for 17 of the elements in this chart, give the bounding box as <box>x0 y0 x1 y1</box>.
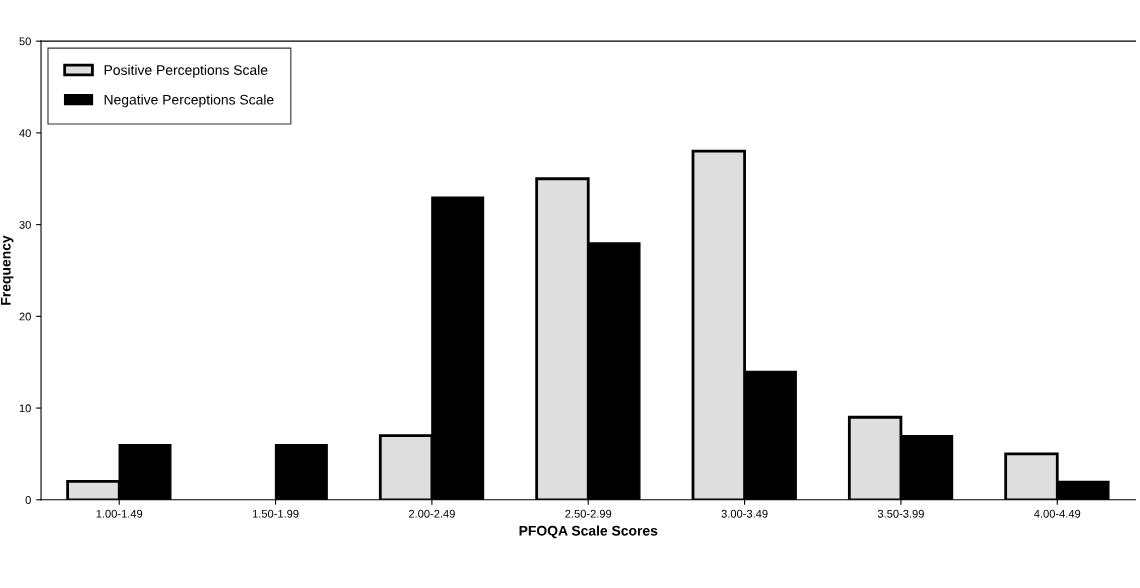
x-tick-label: 3.00-3.49 <box>721 509 768 518</box>
y-tick-label: 30 <box>19 220 31 229</box>
x-tick-label: 1.50-1.99 <box>252 509 299 518</box>
x-tick-label: 3.50-3.99 <box>877 509 924 518</box>
x-tick-label: 2.50-2.99 <box>565 509 612 518</box>
x-tick-label: 1.00-1.49 <box>96 509 143 518</box>
legend-label: Negative Perceptions Scale <box>104 94 274 108</box>
x-tick-label: 2.00-2.49 <box>408 509 455 518</box>
y-tick-label: 50 <box>19 37 31 46</box>
legend-label: Positive Perceptions Scale <box>104 64 268 78</box>
x-tick-label: 4.00-4.49 <box>1034 509 1081 518</box>
y-tick-label: 20 <box>19 312 31 321</box>
x-axis-title: PFOQA Scale Scores <box>519 525 658 539</box>
y-tick-label: 0 <box>25 496 31 504</box>
y-tick-label: 10 <box>19 404 31 413</box>
y-tick-label: 40 <box>19 129 31 138</box>
y-axis-title: Frequency <box>0 235 14 305</box>
